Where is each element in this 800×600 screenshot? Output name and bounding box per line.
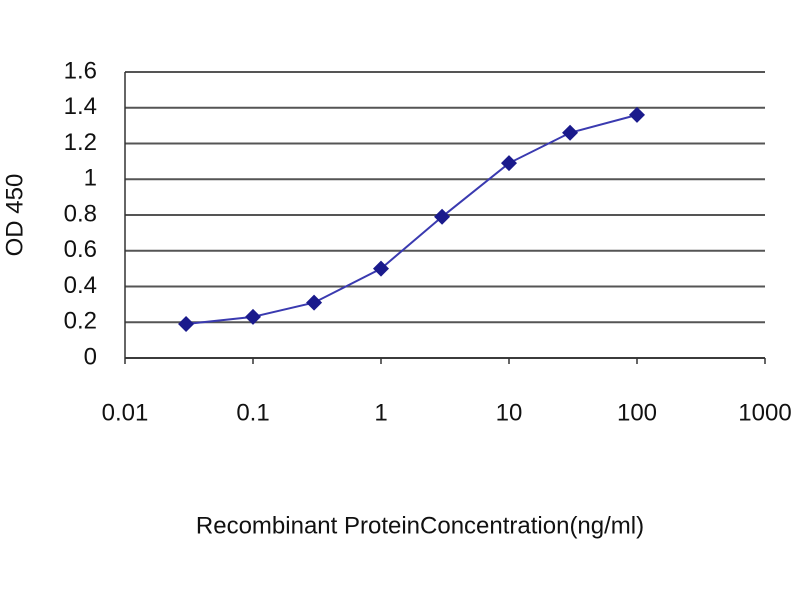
- data-point: [434, 208, 451, 225]
- y-tick-label: 0.2: [64, 308, 97, 335]
- data-point: [373, 260, 389, 277]
- y-tick-label: 0.4: [64, 272, 97, 299]
- data-point: [562, 124, 579, 141]
- data-point: [306, 294, 323, 311]
- y-tick-label: 0.6: [64, 236, 97, 263]
- y-tick-label: 0: [84, 343, 97, 370]
- y-tick-label: 0.8: [64, 200, 97, 227]
- x-tick-label: 0.1: [236, 399, 269, 426]
- x-tick-label: 1: [374, 399, 387, 426]
- data-point: [629, 106, 645, 123]
- x-tick-label: 10: [496, 399, 523, 426]
- y-tick-label: 1: [84, 165, 97, 192]
- data-point: [245, 308, 261, 325]
- y-tick-label: 1.4: [64, 93, 97, 120]
- y-tick-label: 1.6: [64, 57, 97, 84]
- data-point: [501, 155, 517, 172]
- x-axis-label: Recombinant ProteinConcentration(ng/ml): [196, 512, 644, 539]
- x-tick-label: 0.01: [102, 399, 149, 426]
- x-tick-label: 100: [617, 399, 657, 426]
- y-axis-label: OD 450: [1, 174, 28, 257]
- x-tick-label: 1000: [738, 399, 791, 426]
- data-point: [178, 316, 195, 333]
- y-tick-label: 1.2: [64, 129, 97, 156]
- data-line: [185, 113, 638, 326]
